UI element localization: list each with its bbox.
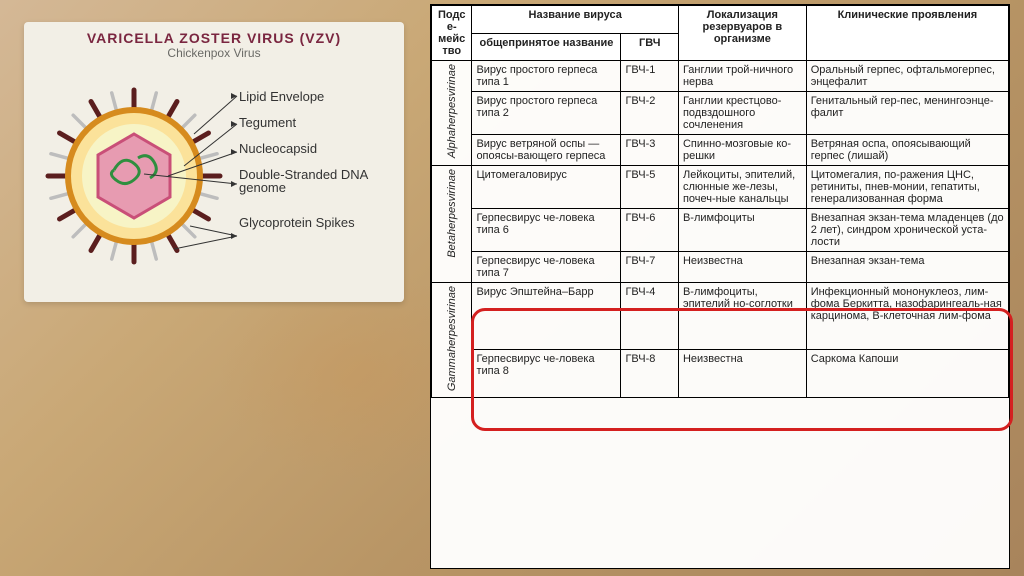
cell-name: Герпесвирус че-ловека типа 7 xyxy=(472,252,621,283)
cell-loc: Ганглии трой-ничного нерва xyxy=(678,61,806,92)
cell-name: Цитомегаловирус xyxy=(472,166,621,209)
label-lipid-envelope: Lipid Envelope xyxy=(239,90,324,103)
table-row: Вирус простого герпеса типа 2ГВЧ-2Гангли… xyxy=(432,92,1009,135)
th-localization: Локализация резервуаров в организме xyxy=(678,6,806,61)
cell-loc: В-лимфоциты, эпителий но-соглотки xyxy=(678,283,806,350)
label-glycoprotein-spikes: Glycoprotein Spikes xyxy=(239,216,355,229)
virus-svg xyxy=(34,64,244,286)
cell-gvch: ГВЧ-3 xyxy=(621,135,679,166)
table-row: Герпесвирус че-ловека типа 8ГВЧ-8Неизвес… xyxy=(432,349,1009,397)
cell-gvch: ГВЧ-5 xyxy=(621,166,679,209)
cell-name: Вирус ветряной оспы — опоясы-вающего гер… xyxy=(472,135,621,166)
cell-gvch: ГВЧ-7 xyxy=(621,252,679,283)
virus-diagram-card: VARICELLA ZOSTER VIRUS (VZV) Chickenpox … xyxy=(24,22,404,302)
cell-clin: Генитальный гер-пес, менингоэнце-фалит xyxy=(806,92,1008,135)
th-common-name: общепринятое название xyxy=(472,33,621,61)
cell-gvch: ГВЧ-8 xyxy=(621,349,679,397)
subfamily-cell: Betaherpesvirinae xyxy=(432,166,472,283)
cell-clin: Саркома Капоши xyxy=(806,349,1008,397)
cell-gvch: ГВЧ-1 xyxy=(621,61,679,92)
table-row: GammaherpesvirinaeВирус Эпштейна–БаррГВЧ… xyxy=(432,283,1009,350)
table-row: Герпесвирус че-ловека типа 7ГВЧ-7Неизвес… xyxy=(432,252,1009,283)
cell-name: Герпесвирус че-ловека типа 8 xyxy=(472,349,621,397)
cell-clin: Цитомегалия, по-ражения ЦНС, ретиниты, п… xyxy=(806,166,1008,209)
diagram-body: Lipid Envelope Tegument Nucleocapsid Dou… xyxy=(34,64,394,286)
th-subfamily: Подсе-мейство xyxy=(432,6,472,61)
cell-name: Вирус Эпштейна–Барр xyxy=(472,283,621,350)
label-tegument: Tegument xyxy=(239,116,296,129)
herpesvirus-table: Подсе-мейство Название вируса Локализаци… xyxy=(431,5,1009,398)
cell-gvch: ГВЧ-4 xyxy=(621,283,679,350)
label-dna-genome: Double-Stranded DNA genome xyxy=(239,168,394,194)
herpesvirus-table-wrap: Подсе-мейство Название вируса Локализаци… xyxy=(430,4,1010,569)
diagram-labels: Lipid Envelope Tegument Nucleocapsid Dou… xyxy=(239,82,394,242)
cell-clin: Инфекционный мононуклеоз, лим-фома Берки… xyxy=(806,283,1008,350)
table-row: Герпесвирус че-ловека типа 6ГВЧ-6В-лимфо… xyxy=(432,209,1009,252)
cell-loc: Ганглии крестцово-подвздошного сочленени… xyxy=(678,92,806,135)
cell-gvch: ГВЧ-2 xyxy=(621,92,679,135)
table-body: AlphaherpesvirinaeВирус простого герпеса… xyxy=(432,61,1009,398)
cell-loc: Неизвестна xyxy=(678,252,806,283)
cell-loc: Спинно-мозговые ко-решки xyxy=(678,135,806,166)
cell-clin: Оральный герпес, офтальмогерпес, энцефал… xyxy=(806,61,1008,92)
cell-name: Герпесвирус че-ловека типа 6 xyxy=(472,209,621,252)
subfamily-cell: Gammaherpesvirinae xyxy=(432,283,472,398)
label-nucleocapsid: Nucleocapsid xyxy=(239,142,317,155)
cell-clin: Внезапная экзан-тема xyxy=(806,252,1008,283)
cell-clin: Ветряная оспа, опоясывающий герпес (лиша… xyxy=(806,135,1008,166)
cell-loc: Неизвестна xyxy=(678,349,806,397)
cell-clin: Внезапная экзан-тема младенцев (до 2 лет… xyxy=(806,209,1008,252)
cell-loc: В-лимфоциты xyxy=(678,209,806,252)
th-clinical: Клинические проявления xyxy=(806,6,1008,61)
diagram-title: VARICELLA ZOSTER VIRUS (VZV) xyxy=(34,30,394,46)
cell-name: Вирус простого герпеса типа 1 xyxy=(472,61,621,92)
diagram-subtitle: Chickenpox Virus xyxy=(34,46,394,60)
subfamily-cell: Alphaherpesvirinae xyxy=(432,61,472,166)
table-row: AlphaherpesvirinaeВирус простого герпеса… xyxy=(432,61,1009,92)
table-row: Вирус ветряной оспы — опоясы-вающего гер… xyxy=(432,135,1009,166)
cell-loc: Лейкоциты, эпителий, слюнные же-лезы, по… xyxy=(678,166,806,209)
table-row: BetaherpesvirinaeЦитомегаловирусГВЧ-5Лей… xyxy=(432,166,1009,209)
cell-gvch: ГВЧ-6 xyxy=(621,209,679,252)
th-virus-name: Название вируса xyxy=(472,6,679,34)
cell-name: Вирус простого герпеса типа 2 xyxy=(472,92,621,135)
th-gvch: ГВЧ xyxy=(621,33,679,61)
